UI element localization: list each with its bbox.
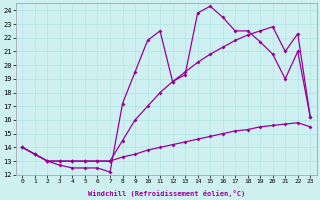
X-axis label: Windchill (Refroidissement éolien,°C): Windchill (Refroidissement éolien,°C) bbox=[88, 190, 245, 197]
